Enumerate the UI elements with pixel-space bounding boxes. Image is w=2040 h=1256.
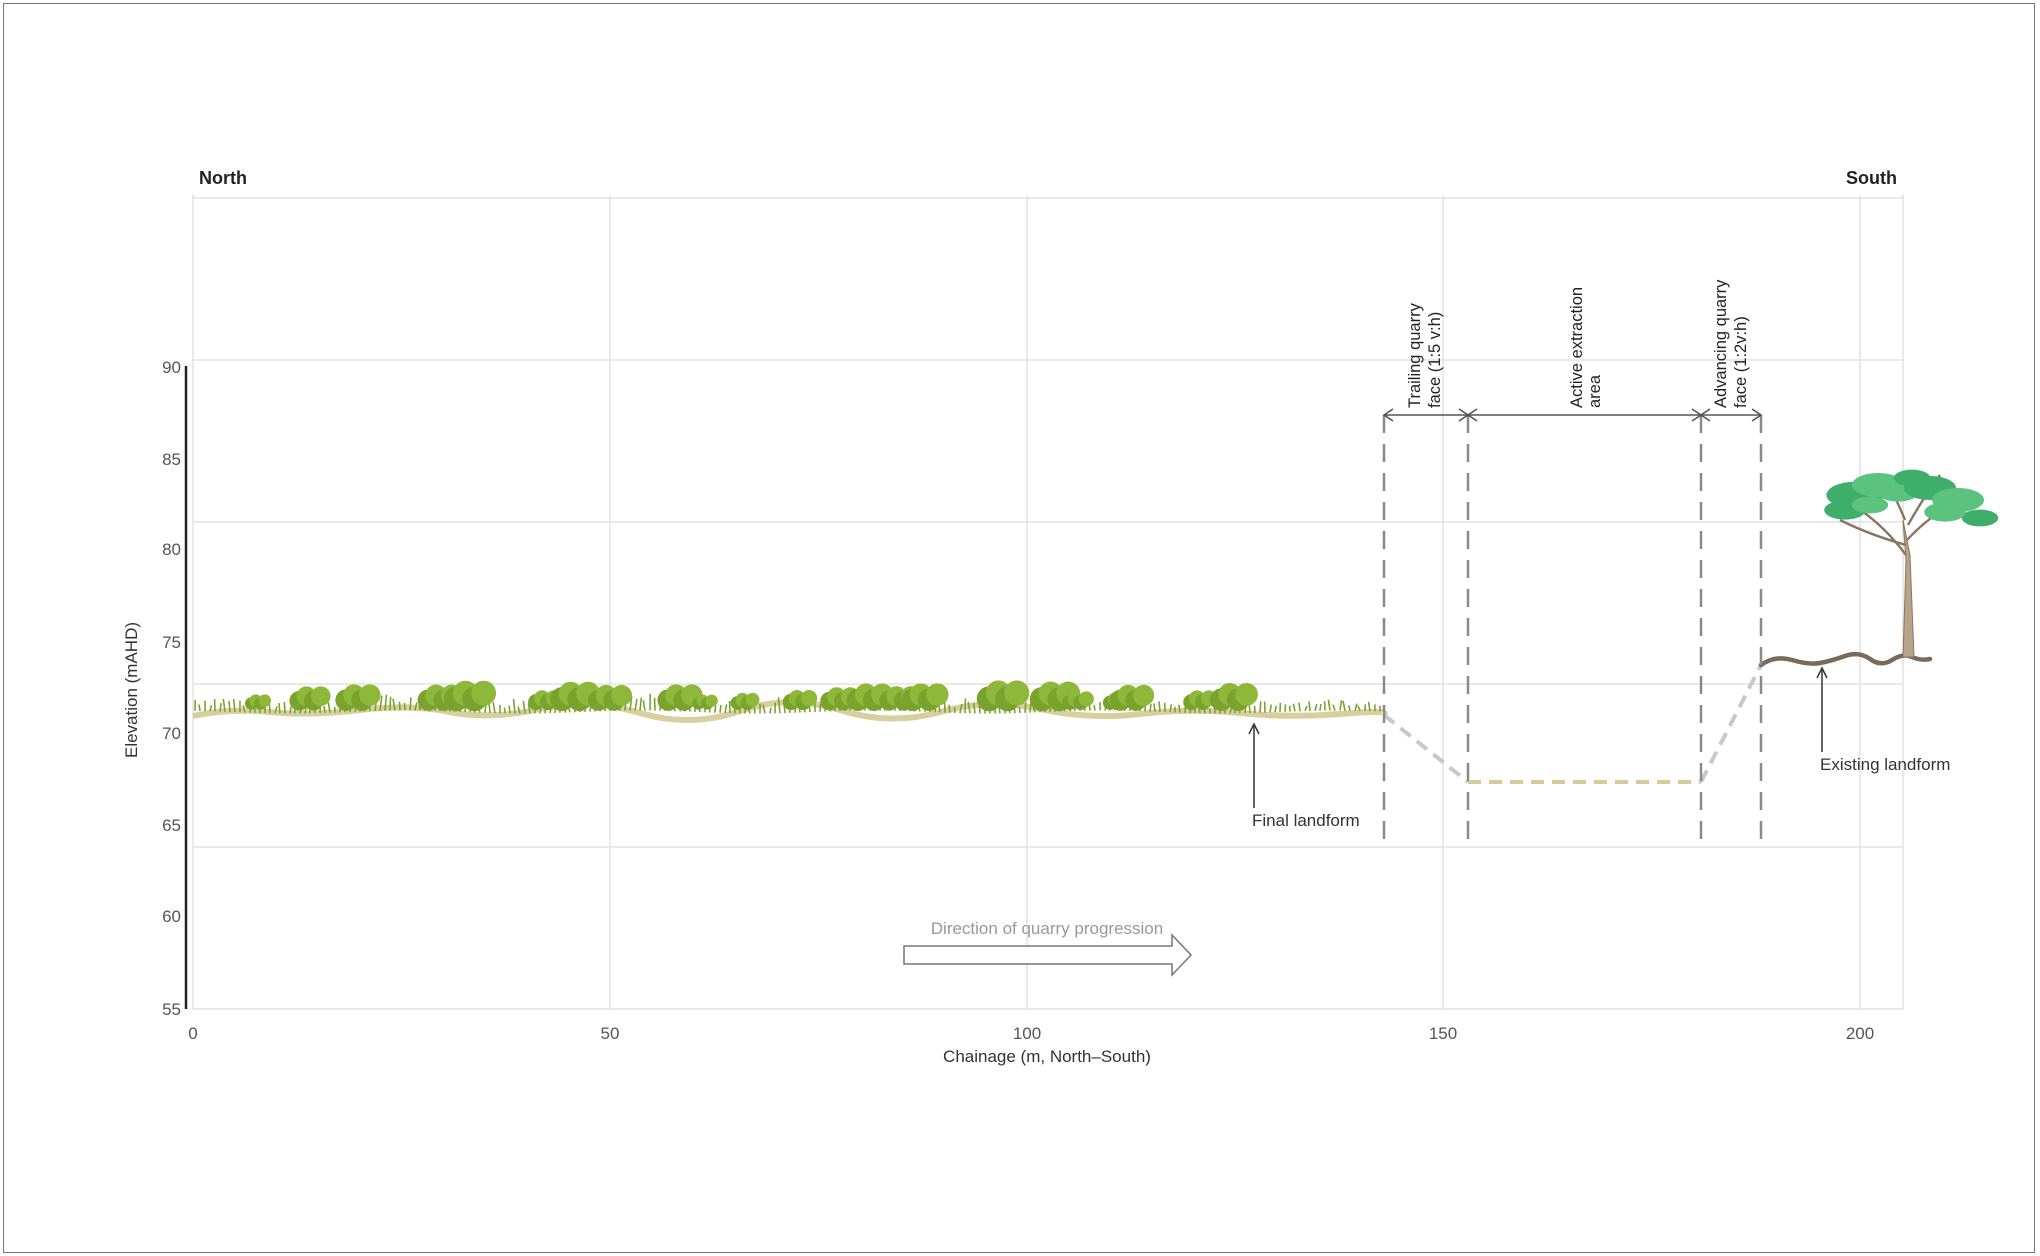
shrub — [244, 694, 272, 710]
shrub-lobe — [1133, 684, 1155, 706]
shrub-lobe — [258, 694, 272, 707]
shrub-lobe — [705, 694, 718, 707]
shrub — [335, 684, 381, 711]
shrub — [289, 686, 331, 711]
shrub-lobe — [471, 680, 497, 706]
direction-arrow-icon — [903, 933, 1193, 977]
direction-indicator: Direction of quarry progression — [903, 919, 1193, 977]
advancing-face-label-line1: Advancing quarry — [1712, 279, 1730, 408]
trailing-face-label-line1: Trailing quarry — [1406, 302, 1424, 408]
shrub — [549, 681, 601, 712]
shrub — [587, 684, 633, 711]
canopy-leaf-cluster — [1924, 502, 1966, 522]
shrub — [1210, 682, 1258, 712]
south-label: South — [1846, 168, 1897, 188]
shrub — [782, 689, 818, 711]
shrub — [443, 680, 497, 712]
advancing-face-label-line2: face (1:2v:h) — [1732, 316, 1750, 408]
shrub — [976, 680, 1030, 712]
active-area-label-line2: area — [1586, 374, 1604, 408]
x-tick-100: 100 — [1013, 1024, 1041, 1043]
final-landform-vegetation — [192, 680, 1388, 724]
shrub — [901, 683, 949, 711]
y-tick-70: 70 — [162, 724, 181, 743]
shrubs — [244, 680, 1258, 712]
shrub-lobe — [310, 686, 331, 707]
advancing-face-profile — [1699, 664, 1763, 783]
y-tick-labels: 90 85 80 75 70 65 60 55 — [162, 358, 181, 1019]
tree-illustration — [1824, 469, 1999, 658]
trailing-face-label-line2: face (1:5 v:h) — [1426, 312, 1444, 408]
shrub-lobe — [1235, 682, 1258, 706]
zone-dimension-arrows — [1382, 408, 1763, 422]
canopy-leaf-cluster — [1961, 509, 1999, 527]
shrub — [1062, 691, 1094, 711]
arrowhead-advancing-right — [1751, 408, 1763, 422]
zone-labels: Trailing quarry face (1:5 v:h) Active ex… — [1406, 279, 1750, 408]
arrowhead-active-right — [1691, 408, 1711, 422]
arrowhead-trailing-left — [1382, 408, 1394, 422]
shrub — [730, 692, 760, 710]
shrub — [846, 683, 894, 711]
x-tick-labels: 0 50 100 150 200 — [188, 1024, 1874, 1043]
y-tick-85: 85 — [162, 450, 181, 469]
arrowhead-active-left — [1458, 408, 1478, 422]
x-tick-0: 0 — [188, 1024, 197, 1043]
shrub-lobe — [611, 684, 633, 706]
shrub — [1183, 690, 1217, 711]
shrub-lobe — [1078, 691, 1094, 707]
final-landform-label: Final landform — [1252, 811, 1360, 830]
y-tick-80: 80 — [162, 540, 181, 559]
grid — [192, 195, 1904, 1010]
y-axis-title: Elevation (mAHD) — [122, 622, 141, 758]
tree-trunk — [1902, 519, 1915, 658]
y-tick-90: 90 — [162, 358, 181, 377]
y-tick-65: 65 — [162, 816, 181, 835]
existing-landform-callout: Existing landform — [1816, 666, 1950, 774]
y-tick-55: 55 — [162, 1000, 181, 1019]
active-area-label-line1: Active extraction — [1568, 287, 1586, 408]
shrub-lobe — [1004, 680, 1030, 706]
existing-landform-label: Existing landform — [1820, 755, 1950, 774]
figure-frame — [3, 3, 2035, 1253]
tree-canopy — [1824, 469, 1999, 527]
x-tick-200: 200 — [1846, 1024, 1874, 1043]
shrub — [1109, 684, 1155, 711]
shrub — [692, 694, 718, 710]
north-label: North — [199, 168, 247, 188]
final-landform-callout: Final landform — [1248, 722, 1360, 830]
canopy-leaf-cluster — [1893, 469, 1931, 487]
y-tick-75: 75 — [162, 633, 181, 652]
shrub-lobe — [926, 683, 949, 706]
final-landform-arrowhead — [1248, 722, 1260, 735]
canopy-leaf-cluster — [1851, 496, 1889, 514]
existing-landform-arrowhead — [1816, 666, 1828, 679]
x-tick-50: 50 — [601, 1024, 620, 1043]
shrub-lobe — [745, 692, 760, 707]
shrub-lobe — [800, 689, 818, 707]
direction-label: Direction of quarry progression — [931, 919, 1163, 938]
x-tick-150: 150 — [1429, 1024, 1457, 1043]
y-tick-60: 60 — [162, 907, 181, 926]
zone-boundaries — [1382, 415, 1763, 848]
x-axis-title: Chainage (m, North–South) — [943, 1047, 1151, 1066]
trailing-face-profile — [1382, 713, 1470, 784]
shrub-lobe — [359, 684, 381, 706]
